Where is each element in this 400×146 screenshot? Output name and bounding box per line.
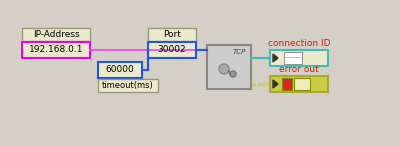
FancyBboxPatch shape — [98, 62, 142, 78]
Text: 60000: 60000 — [106, 66, 134, 74]
Text: TCP: TCP — [233, 49, 246, 55]
Text: connection ID: connection ID — [268, 39, 330, 48]
Polygon shape — [273, 80, 278, 88]
Text: 30002: 30002 — [158, 46, 186, 54]
FancyBboxPatch shape — [22, 28, 90, 41]
Circle shape — [219, 64, 229, 74]
FancyBboxPatch shape — [270, 50, 328, 66]
FancyBboxPatch shape — [148, 28, 196, 41]
Text: 192.168.0.1: 192.168.0.1 — [29, 46, 83, 54]
Text: timeout(ms): timeout(ms) — [102, 81, 154, 90]
FancyBboxPatch shape — [148, 42, 196, 58]
FancyBboxPatch shape — [98, 79, 158, 92]
FancyBboxPatch shape — [22, 42, 90, 58]
Polygon shape — [273, 54, 278, 62]
Text: Port: Port — [163, 30, 181, 39]
FancyBboxPatch shape — [270, 76, 328, 92]
FancyBboxPatch shape — [294, 78, 310, 90]
FancyBboxPatch shape — [284, 52, 302, 64]
Text: IP-Address: IP-Address — [33, 30, 79, 39]
Text: error out: error out — [279, 65, 319, 74]
Circle shape — [230, 71, 236, 77]
FancyBboxPatch shape — [207, 45, 251, 89]
FancyBboxPatch shape — [282, 78, 292, 90]
